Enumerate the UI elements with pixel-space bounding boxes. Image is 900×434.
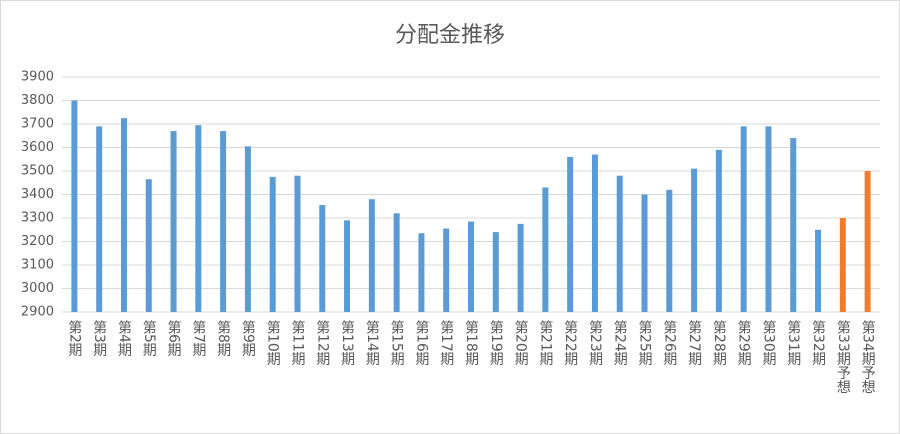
bar — [790, 138, 797, 312]
x-tick-label: 第27期 — [686, 319, 702, 367]
y-tick-label: 3700 — [21, 117, 54, 132]
bar — [715, 149, 722, 312]
bar — [864, 171, 871, 312]
bar — [641, 194, 648, 312]
x-tick-label: 第6期 — [166, 319, 182, 358]
x-tick-label: 第18期 — [463, 319, 479, 367]
x-tick-label: 第26期 — [661, 319, 677, 367]
bar — [616, 175, 623, 312]
bar — [591, 154, 598, 312]
y-tick-label: 3100 — [21, 258, 54, 273]
bar — [492, 232, 499, 312]
x-tick-label: 第8期 — [215, 319, 231, 358]
x-tick-label: 第34期予想 — [860, 319, 876, 394]
bar — [740, 126, 747, 312]
bar — [195, 125, 202, 312]
x-tick-label: 第3期 — [91, 319, 107, 358]
x-tick-label: 第28期 — [711, 319, 727, 367]
x-tick-label: 第19期 — [488, 319, 504, 367]
bar — [294, 175, 301, 312]
x-tick-label: 第2期 — [66, 319, 82, 358]
x-tick-label: 第24期 — [612, 319, 628, 367]
bar — [468, 221, 474, 312]
y-tick-label: 3500 — [21, 164, 54, 179]
bar — [269, 176, 276, 312]
bar — [71, 100, 78, 312]
bar — [244, 146, 251, 312]
x-tick-label: 第10期 — [265, 319, 281, 367]
x-tick-label: 第31期 — [785, 319, 801, 367]
x-tick-label: 第15期 — [389, 319, 405, 367]
y-tick-label: 3000 — [21, 281, 54, 296]
bar — [691, 168, 698, 312]
x-tick-label: 第30期 — [760, 319, 776, 367]
y-tick-label: 3900 — [21, 70, 54, 85]
y-tick-label: 3300 — [21, 211, 54, 226]
chart-title: 分配金推移 — [395, 23, 505, 48]
x-tick-label: 第13期 — [339, 319, 355, 367]
x-tick-label: 第32期 — [810, 319, 826, 367]
bar — [815, 229, 822, 312]
x-tick-label: 第23期 — [587, 319, 603, 367]
bar — [319, 205, 326, 312]
bar — [368, 199, 375, 312]
x-tick-label: 第21期 — [537, 319, 553, 367]
bar — [418, 233, 425, 312]
x-tick-label: 第16期 — [413, 319, 429, 367]
x-tick-label: 第25期 — [637, 319, 653, 367]
bar — [517, 223, 524, 312]
y-tick-label: 2900 — [21, 305, 54, 320]
bar — [839, 218, 846, 312]
y-tick-label: 3200 — [21, 234, 54, 249]
y-tick-label: 3400 — [21, 187, 54, 202]
y-tick-label: 3600 — [21, 140, 54, 155]
bar — [145, 179, 152, 312]
bar — [542, 187, 549, 312]
x-tick-label: 第29期 — [736, 319, 752, 367]
x-tick-label: 第33期予想 — [835, 319, 851, 394]
x-tick-label: 第7期 — [190, 319, 206, 358]
bar — [220, 131, 227, 312]
x-tick-label: 第14期 — [364, 319, 380, 367]
x-tick-label: 第20期 — [513, 319, 529, 367]
bar — [96, 126, 103, 312]
bar — [666, 189, 673, 312]
bar — [443, 228, 450, 312]
bar — [344, 220, 351, 312]
bar — [765, 126, 772, 312]
x-tick-label: 第12期 — [314, 319, 330, 367]
x-tick-label: 第9期 — [240, 319, 256, 358]
x-tick-label: 第17期 — [438, 319, 454, 367]
x-tick-label: 第22期 — [562, 319, 578, 367]
x-tick-label: 第4期 — [116, 319, 132, 358]
x-tick-label: 第5期 — [141, 319, 157, 358]
y-tick-label: 3800 — [21, 93, 54, 108]
bar — [120, 118, 127, 312]
bar — [170, 131, 177, 312]
bar — [567, 156, 574, 312]
x-tick-label: 第11期 — [289, 319, 305, 367]
bar — [393, 213, 400, 312]
